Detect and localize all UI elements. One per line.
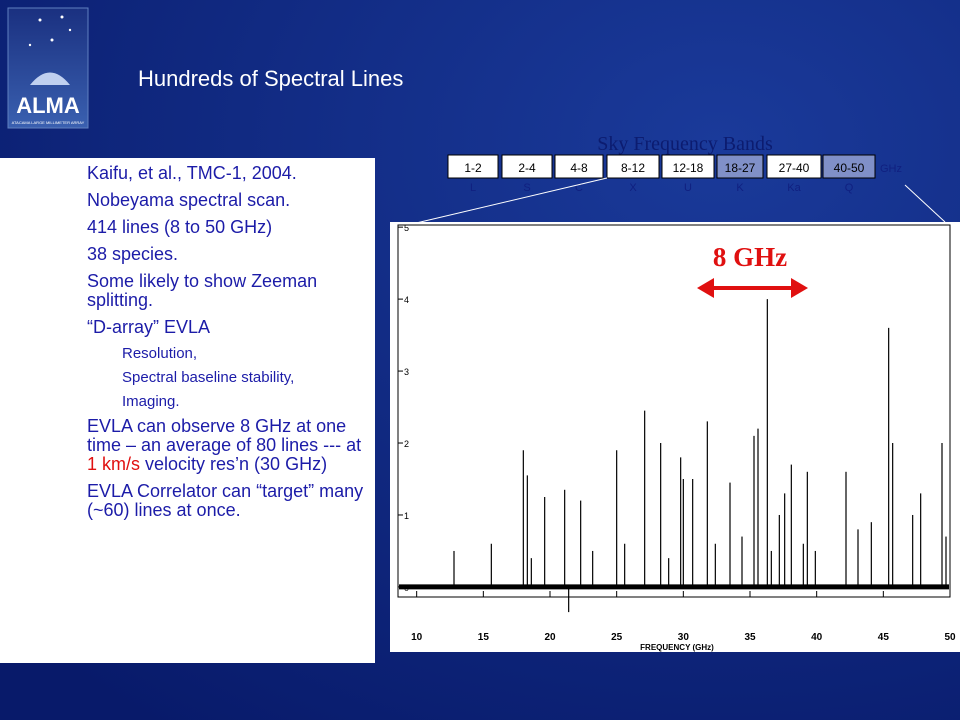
bullet-highlight: 1 km/s [87,454,141,474]
bullet-text: EVLA can observe 8 GHz at one time – an … [87,416,362,455]
slide-title: Hundreds of Spectral Lines [138,66,403,91]
bands: 1-2 L 2-4 S 4-8 C 8-12 X 12-18 U 18-27 K 27-40 Ka 40-5… [447,154,902,194]
band-box [606,154,660,179]
bullet-list: Kaifu, et al., TMC-1, 2004. Nobeyama spec… [87,164,367,528]
x-tick-label: 20 [544,632,556,643]
zoom-line [904,184,946,223]
band-letter: U [684,182,692,194]
logo-text: ALMA [16,93,80,118]
band-letter: K [736,182,744,194]
band-letter: S [523,182,530,194]
bullet: Nobeyama spectral scan. [87,191,367,210]
annotation: 8 GHz [713,242,787,272]
span-arrow [697,278,808,298]
bullet-text: “D-array” EVLA [87,317,211,337]
band-box [766,154,822,179]
bullet: EVLA Correlator can “target” many (~60) … [87,482,367,520]
sub-bullet: Resolution, [122,345,198,362]
band-letter: Q [845,182,854,194]
logo-subtext: ATACAMA LARGE MILLIMETER ARRAY [12,120,85,125]
band-range: 2-4 [518,161,536,175]
band-range: 1-2 [464,161,482,175]
band-range: 4-8 [570,161,588,175]
x-tick-label: 10 [411,632,423,643]
band-box [716,154,764,179]
band-box [822,154,876,179]
y-tick-label: 3 [404,367,409,377]
y-tick-label: 1 [404,511,409,521]
bullet: 414 lines (8 to 50 GHz) [87,218,367,237]
logo-dish [30,72,70,85]
x-tick-label: 25 [611,632,623,643]
x-tick-label: 40 [811,632,823,643]
zoom-line [394,177,608,229]
bullet-text: EVLA Correlator can “target” many (~60) … [87,481,364,520]
sub-bullet: Spectral baseline stability, [122,369,295,386]
bullet: EVLA can observe 8 GHz at one time – an … [87,417,367,474]
band-range: 12-18 [673,161,704,175]
band-letter: X [629,182,637,194]
x-tick-label: 15 [478,632,490,643]
bullet-text: 414 lines (8 to 50 GHz) [87,217,273,237]
bullet-text: Some likely to show Zeeman splitting. [87,271,318,310]
band-range: 18-27 [725,161,756,175]
band-range: 40-50 [834,161,865,175]
bullet: 38 species. [87,245,367,264]
bullet: “D-array” EVLA [87,318,367,337]
bullet-text: Kaifu, et al., TMC-1, 2004. [87,163,297,183]
x-axis-label: FREQUENCY (GHz) [640,643,714,652]
band-box [501,154,553,179]
band-box [554,154,604,179]
y-tick-label: 2 [404,439,409,449]
band-range: 8-12 [621,161,645,175]
band-range: 27-40 [779,161,810,175]
bullet-text: Nobeyama spectral scan. [87,190,291,210]
sub-bullet: Imaging. [122,393,180,410]
x-tick-label: 50 [944,632,956,643]
band-box [447,154,499,179]
x-tick-label: 45 [878,632,890,643]
band-unit: GHz [880,163,902,175]
plot-panel [390,222,960,652]
band-box [661,154,715,179]
plot-frame [397,224,951,598]
x-tick-label: 30 [678,632,690,643]
bullet: Some likely to show Zeeman splitting. [87,272,367,310]
y-tick-label: 4 [404,295,409,305]
bullet-text: velocity res’n (30 GHz) [140,454,328,474]
logo [7,7,89,129]
bullet-text: 38 species. [87,244,179,264]
band-letter: C [575,182,583,194]
plot: 101520253035404550012345FREQUENCY (GHz) [398,223,956,652]
x-tick-label: 35 [744,632,756,643]
bands-title: Sky Frequency Bands [597,133,773,155]
text-panel: Kaifu, et al., TMC-1, 2004. Nobeyama spec… [0,158,375,663]
y-tick-label: 5 [404,223,409,233]
band-letter: L [470,182,476,194]
bullet: Kaifu, et al., TMC-1, 2004. [87,164,367,183]
logo-stars [28,15,72,47]
band-letter: Ka [787,182,801,194]
